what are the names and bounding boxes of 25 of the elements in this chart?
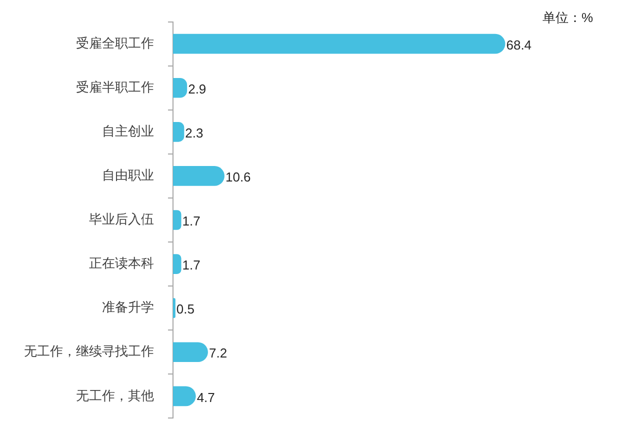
data-label: 2.3 xyxy=(185,125,204,140)
bar xyxy=(173,342,208,362)
bar xyxy=(173,166,224,186)
bar xyxy=(173,254,182,274)
y-tick-label: 准备升学 xyxy=(102,300,154,315)
data-label: 4.7 xyxy=(196,390,215,405)
data-label: 1.7 xyxy=(182,258,200,273)
data-label: 7.2 xyxy=(208,346,228,361)
data-label: 68.4 xyxy=(506,37,532,52)
y-tick-label: 正在读本科 xyxy=(89,256,154,271)
data-label: 1.7 xyxy=(182,214,200,229)
y-tick-label: 自主创业 xyxy=(102,123,154,138)
bar xyxy=(173,210,182,230)
data-label: 10.6 xyxy=(225,170,251,185)
y-tick-label: 毕业后入伍 xyxy=(89,212,154,227)
y-tick-label: 无工作，继续寻找工作 xyxy=(24,344,154,359)
y-tick-label: 受雇全职工作 xyxy=(76,35,154,50)
bar xyxy=(173,122,184,142)
y-tick-label: 受雇半职工作 xyxy=(76,79,154,94)
data-label: 2.9 xyxy=(188,81,206,96)
y-tick-label: 无工作，其他 xyxy=(76,388,154,403)
data-label: 0.5 xyxy=(176,302,195,317)
text: 单位：% xyxy=(542,10,594,26)
y-tick-label: 自由职业 xyxy=(102,168,154,183)
bar xyxy=(173,34,506,54)
